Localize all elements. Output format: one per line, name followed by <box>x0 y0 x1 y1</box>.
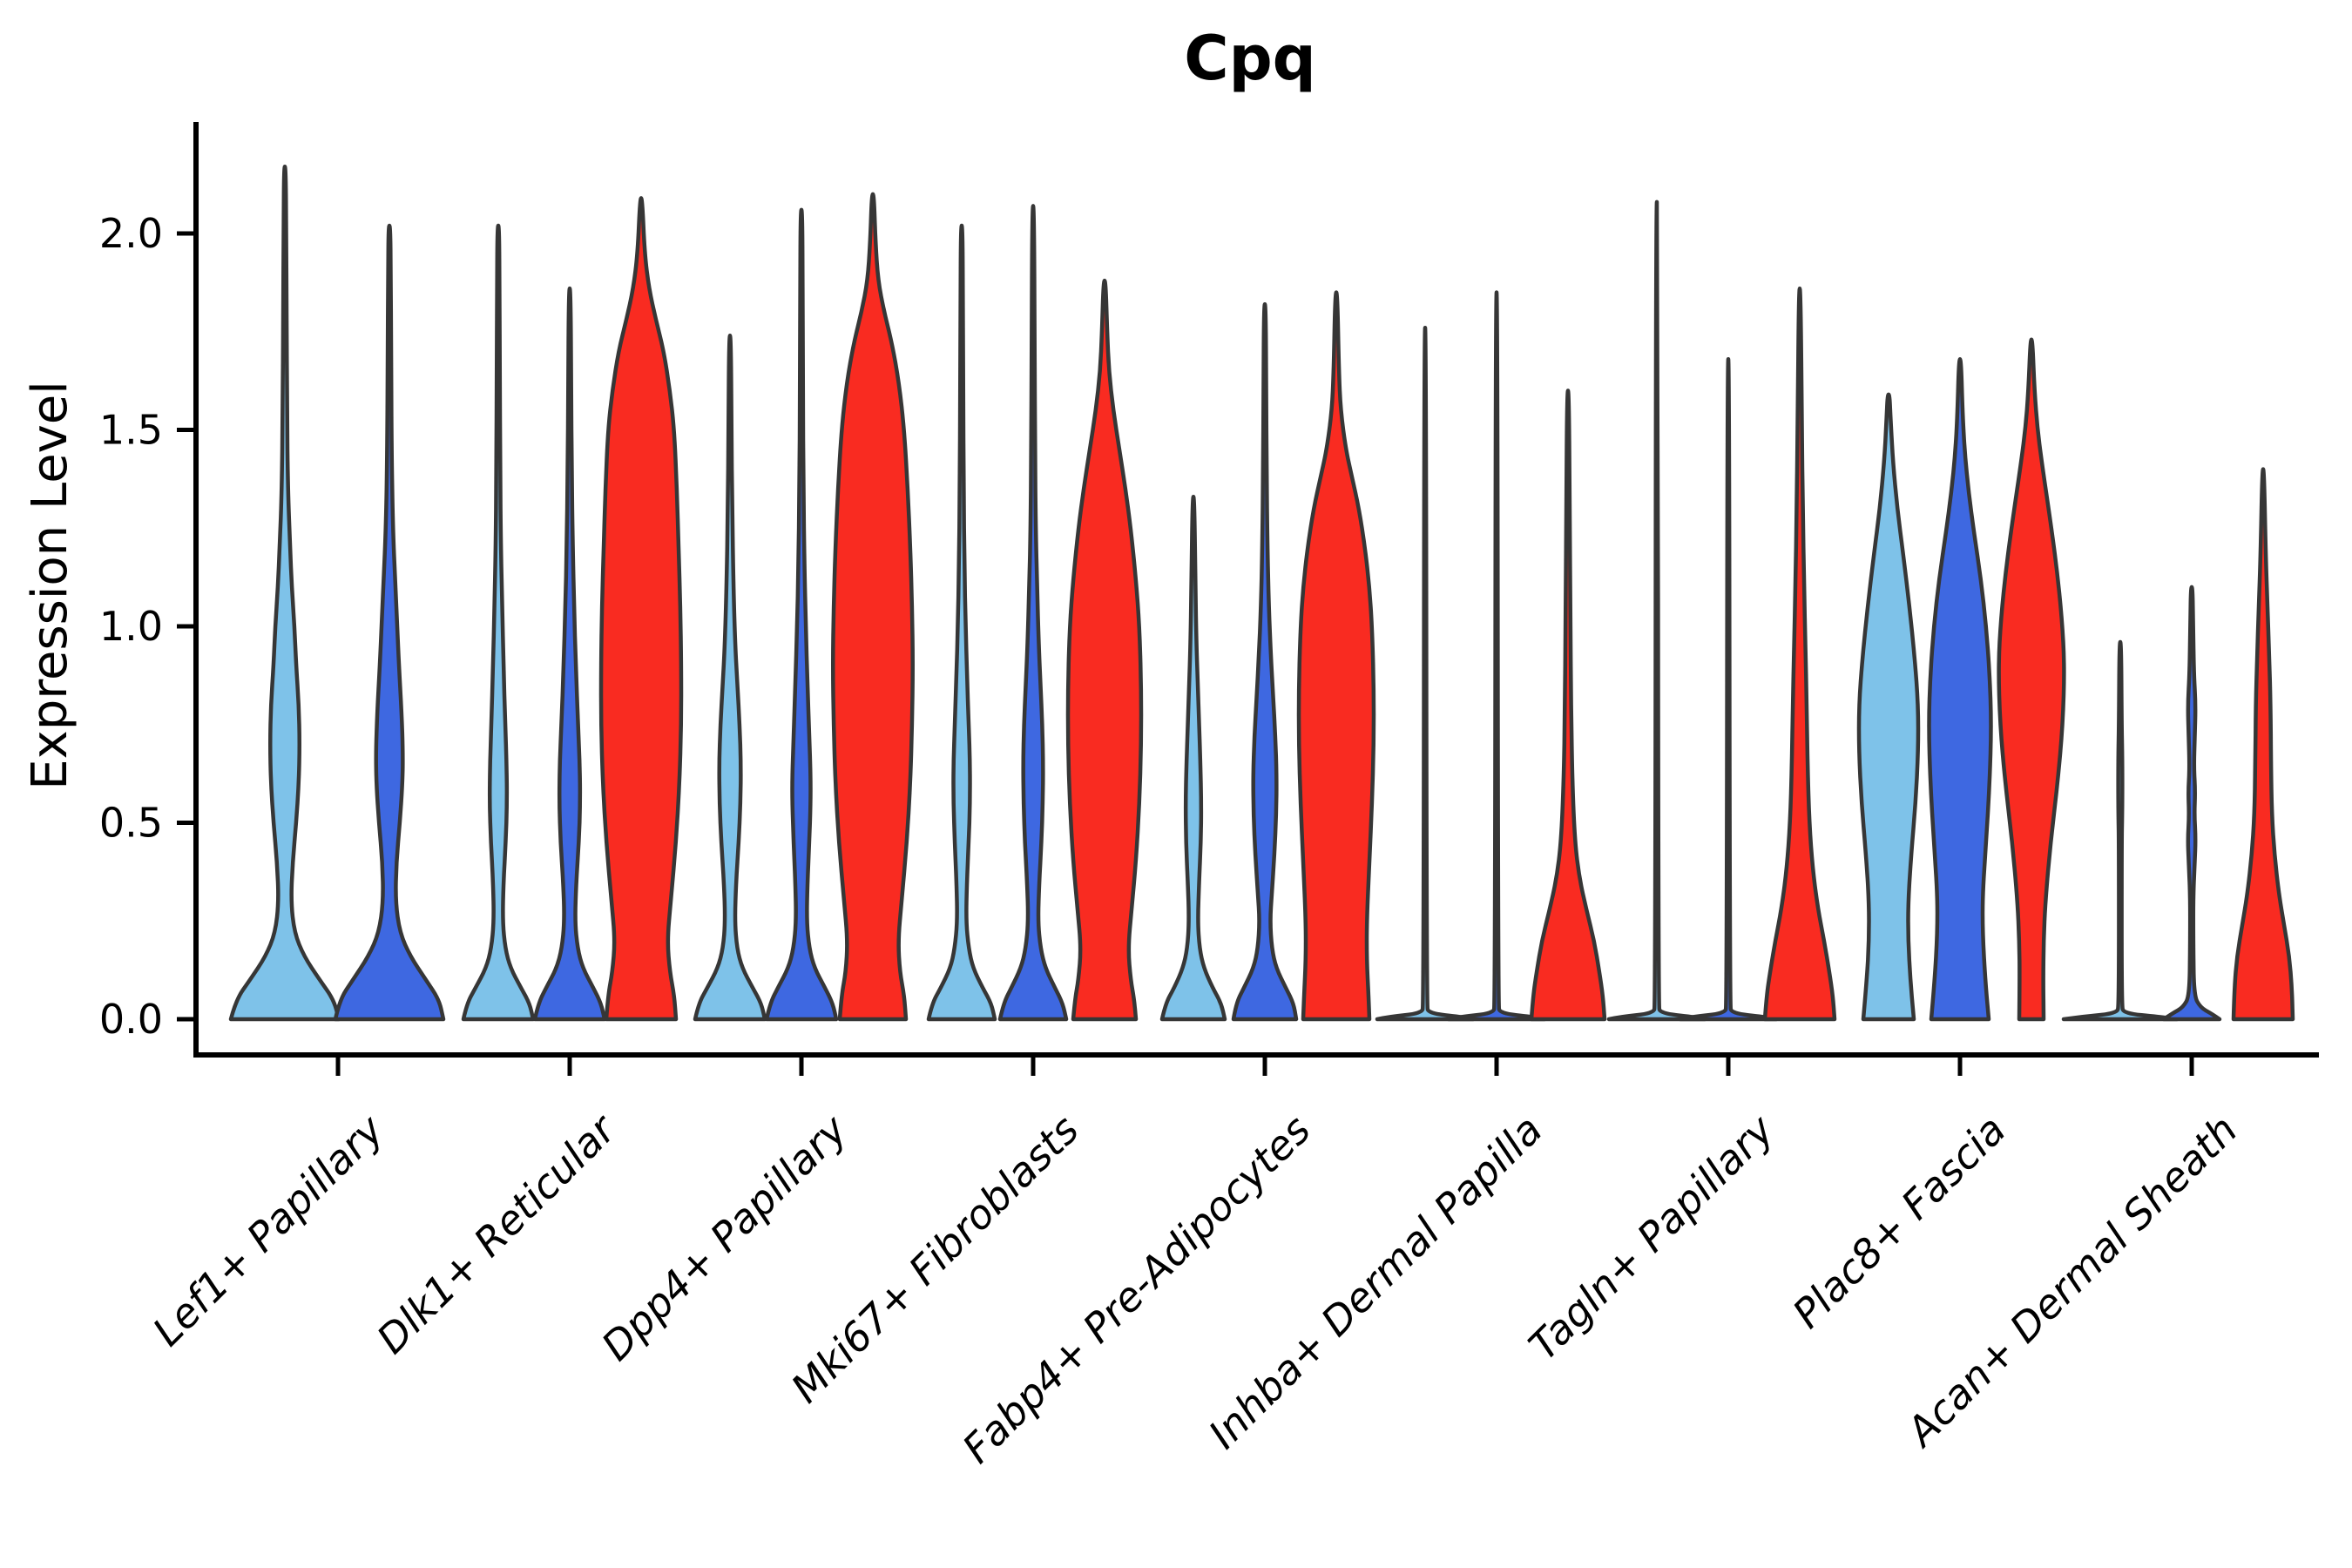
y-tick-label: 1.0 <box>99 603 163 650</box>
violin-3-royalblue <box>764 207 839 1022</box>
violin-9-red <box>2231 467 2295 1022</box>
violin-7-red <box>1762 286 1837 1022</box>
violin-9-skyblue <box>2061 639 2180 1022</box>
violin-5-red <box>1296 290 1376 1022</box>
violin-4-red <box>1065 278 1144 1022</box>
violin-5-skyblue <box>1159 494 1227 1022</box>
violin-6-red <box>1529 389 1607 1022</box>
violin-3-red <box>831 192 915 1022</box>
violin-8-skyblue <box>1856 392 1921 1022</box>
x-tick-label: Dpp4+ Papillary <box>592 1105 856 1369</box>
violin-1-skyblue <box>228 165 341 1022</box>
x-tick-label: Tagln+ Papillary <box>1519 1105 1783 1369</box>
violin-1-royalblue <box>333 223 446 1022</box>
violin-4-royalblue <box>997 204 1069 1022</box>
violin-8-red <box>1997 337 2066 1022</box>
violin-4-skyblue <box>926 223 997 1022</box>
chart-title: Cpq <box>1184 23 1316 94</box>
violin-6-skyblue <box>1375 325 1476 1022</box>
violin-7-skyblue <box>1606 199 1707 1022</box>
violin-9-royalblue <box>2161 585 2222 1022</box>
violin-2-red <box>598 196 684 1022</box>
y-tick-label: 0.0 <box>99 996 163 1043</box>
violin-7-royalblue <box>1678 357 1779 1022</box>
violin-5-royalblue <box>1231 301 1299 1022</box>
x-tick-label: Plac8+ Fascia <box>1783 1106 2014 1337</box>
x-tick-label: Dlk1+ Reticular <box>368 1104 626 1362</box>
violin-2-royalblue <box>532 286 607 1022</box>
y-tick-label: 2.0 <box>99 210 163 257</box>
y-tick-label: 1.5 <box>99 407 163 454</box>
violin-8-royalblue <box>1927 357 1993 1022</box>
violin-6-royalblue <box>1446 290 1547 1022</box>
y-tick-label: 0.5 <box>99 800 163 847</box>
violin-2-skyblue <box>461 223 536 1022</box>
x-tick-label: Lef1+ Papillary <box>144 1105 393 1355</box>
violin-3-skyblue <box>693 334 767 1022</box>
